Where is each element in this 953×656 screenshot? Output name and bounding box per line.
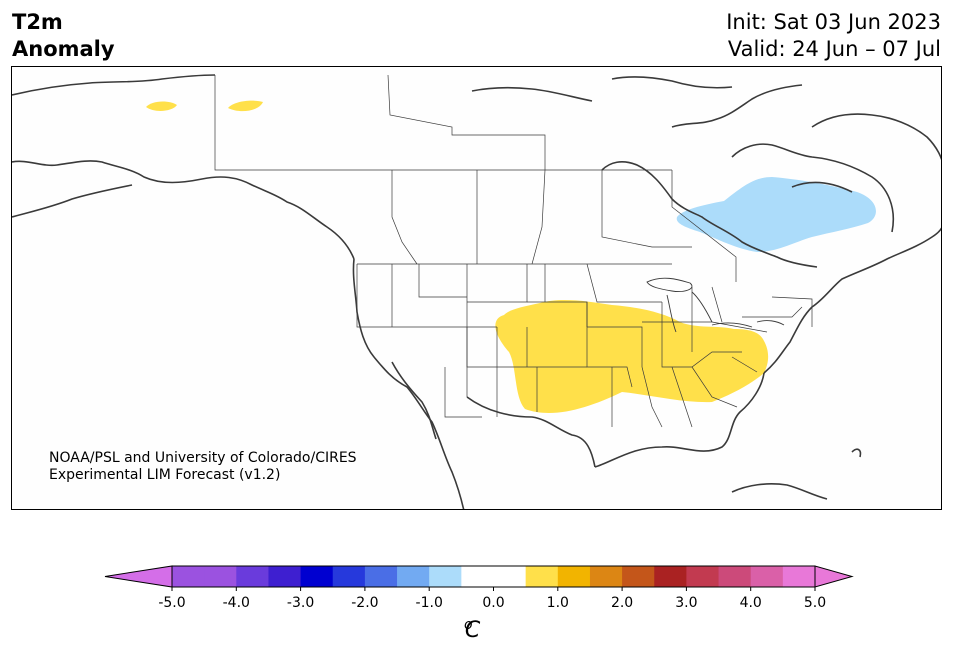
unit-celsius: C (464, 618, 481, 644)
anomaly-region-western-alaska (146, 101, 177, 111)
credit-line-1: NOAA/PSL and University of Colorado/CIRE… (49, 450, 357, 466)
colorbar-tick-label: -1.0 (416, 595, 443, 610)
colorbar-ticks: -5.0 -4.0 -3.0 -2.0 -1.0 0.0 1.0 2.0 3.0 4.0 5.0 (158, 587, 826, 610)
colorbar-bin-14 (654, 566, 687, 587)
colorbar-tick-label: 5.0 (804, 595, 826, 610)
anomaly-region-hudson-bay (676, 177, 876, 252)
colorbar-bin-12 (589, 566, 623, 587)
colorbar-bin-4 (300, 566, 334, 587)
colorbar-bin-5 (332, 566, 366, 587)
forecast-dates: Init: Sat 03 Jun 2023 Valid: 24 Jun – 07… (726, 9, 941, 63)
colorbar-tick-label: 4.0 (740, 595, 762, 610)
colorbar-bin-15 (686, 566, 720, 587)
coastlines (12, 74, 941, 509)
colorbar-over-arrow (814, 565, 854, 588)
field-type-label: Anomaly (12, 37, 115, 61)
colorbar-bin-6 (364, 566, 398, 587)
color-legend: -5.0 -4.0 -3.0 -2.0 -1.0 0.0 1.0 2.0 3.0 4.0 5.0 (104, 565, 854, 610)
colorbar-tick-label: 1.0 (547, 595, 569, 610)
variable-label: T2m (12, 10, 63, 34)
colorbar-bin-0 (172, 566, 205, 587)
colorbar-bin-11 (557, 566, 591, 587)
colorbar-tick-label: 2.0 (611, 595, 633, 610)
colorbar-bin-8 (429, 566, 462, 587)
colorbar-tick-label: 3.0 (675, 595, 697, 610)
colorbar-tick-label: -2.0 (351, 595, 378, 610)
anomaly-shading (146, 100, 876, 413)
color-bins (104, 565, 854, 588)
unit-degree: o (464, 617, 473, 633)
anomaly-map (11, 66, 942, 510)
anomaly-region-central-us (495, 299, 769, 413)
colorbar-bin-3 (268, 566, 302, 587)
colorbar-bin-1 (204, 566, 237, 587)
colorbar-bin-9 (461, 566, 527, 587)
colorbar-bin-18 (782, 566, 816, 587)
credit-line-2: Experimental LIM Forecast (v1.2) (49, 467, 281, 483)
data-credit: NOAA/PSL and University of Colorado/CIRE… (49, 450, 357, 484)
init-date: Init: Sat 03 Jun 2023 (726, 10, 941, 34)
colorbar-bin-7 (397, 566, 430, 587)
great-lakes (646, 277, 785, 333)
colorbar-under-arrow (104, 565, 173, 588)
map-canvas (12, 74, 941, 509)
valid-date: Valid: 24 Jun – 07 Jul (727, 37, 941, 61)
anomaly-region-eastern-alaska (228, 100, 263, 112)
map-title: T2m Anomaly (12, 9, 115, 63)
colorbar-tick-label: -4.0 (223, 595, 250, 610)
colorbar-tick-label: 0.0 (482, 595, 504, 610)
colorbar-bin-2 (236, 566, 269, 587)
colorbar-bin-16 (718, 566, 752, 587)
colorbar-bin-17 (750, 566, 784, 587)
colorbar-bin-10 (525, 566, 559, 587)
colorbar-tick-label: -3.0 (287, 595, 314, 610)
political-borders (214, 74, 813, 428)
colorbar-bin-13 (622, 566, 655, 587)
colorbar-tick-label: -5.0 (158, 595, 185, 610)
